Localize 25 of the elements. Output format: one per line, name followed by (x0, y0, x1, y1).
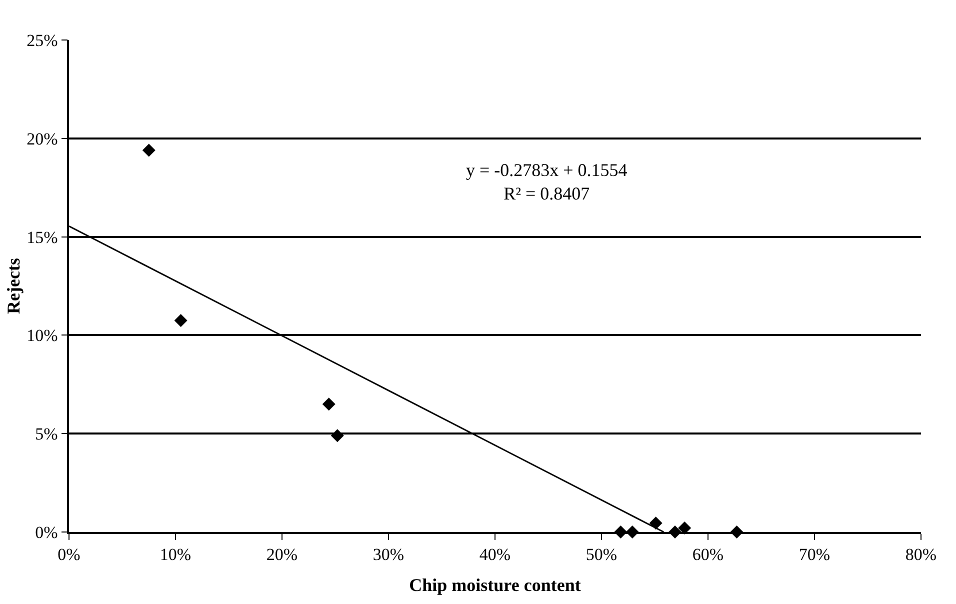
x-tick-label: 40% (479, 545, 511, 564)
y-tick-label: 0% (35, 522, 58, 542)
x-tick-label: 50% (586, 545, 618, 564)
annotation: y = -0.2783x + 0.1554 (466, 160, 628, 180)
y-tick-label: 20% (26, 129, 58, 148)
x-tick-label: 0% (58, 545, 80, 564)
y-tick-label: 25% (26, 30, 58, 50)
x-tick-label: 70% (798, 545, 830, 564)
x-tick-label: 60% (692, 545, 724, 564)
x-tick-label: 30% (372, 545, 404, 564)
y-tick-label: 10% (26, 326, 58, 346)
x-tick-label: 80% (905, 545, 937, 564)
point (330, 429, 344, 442)
x-tick-label: 10% (160, 545, 192, 564)
y-axis-title: Rejects (3, 258, 24, 314)
annotation: R² = 0.8407 (504, 183, 590, 204)
point (322, 398, 336, 411)
point (174, 314, 188, 327)
x-axis-title: Chip moisture content (409, 574, 581, 595)
point (142, 144, 156, 157)
y-tick-label: 5% (35, 424, 58, 444)
point (649, 516, 662, 530)
x-tick-label: 20% (266, 545, 298, 564)
y-tick-label: 15% (26, 228, 58, 247)
point (678, 522, 692, 535)
